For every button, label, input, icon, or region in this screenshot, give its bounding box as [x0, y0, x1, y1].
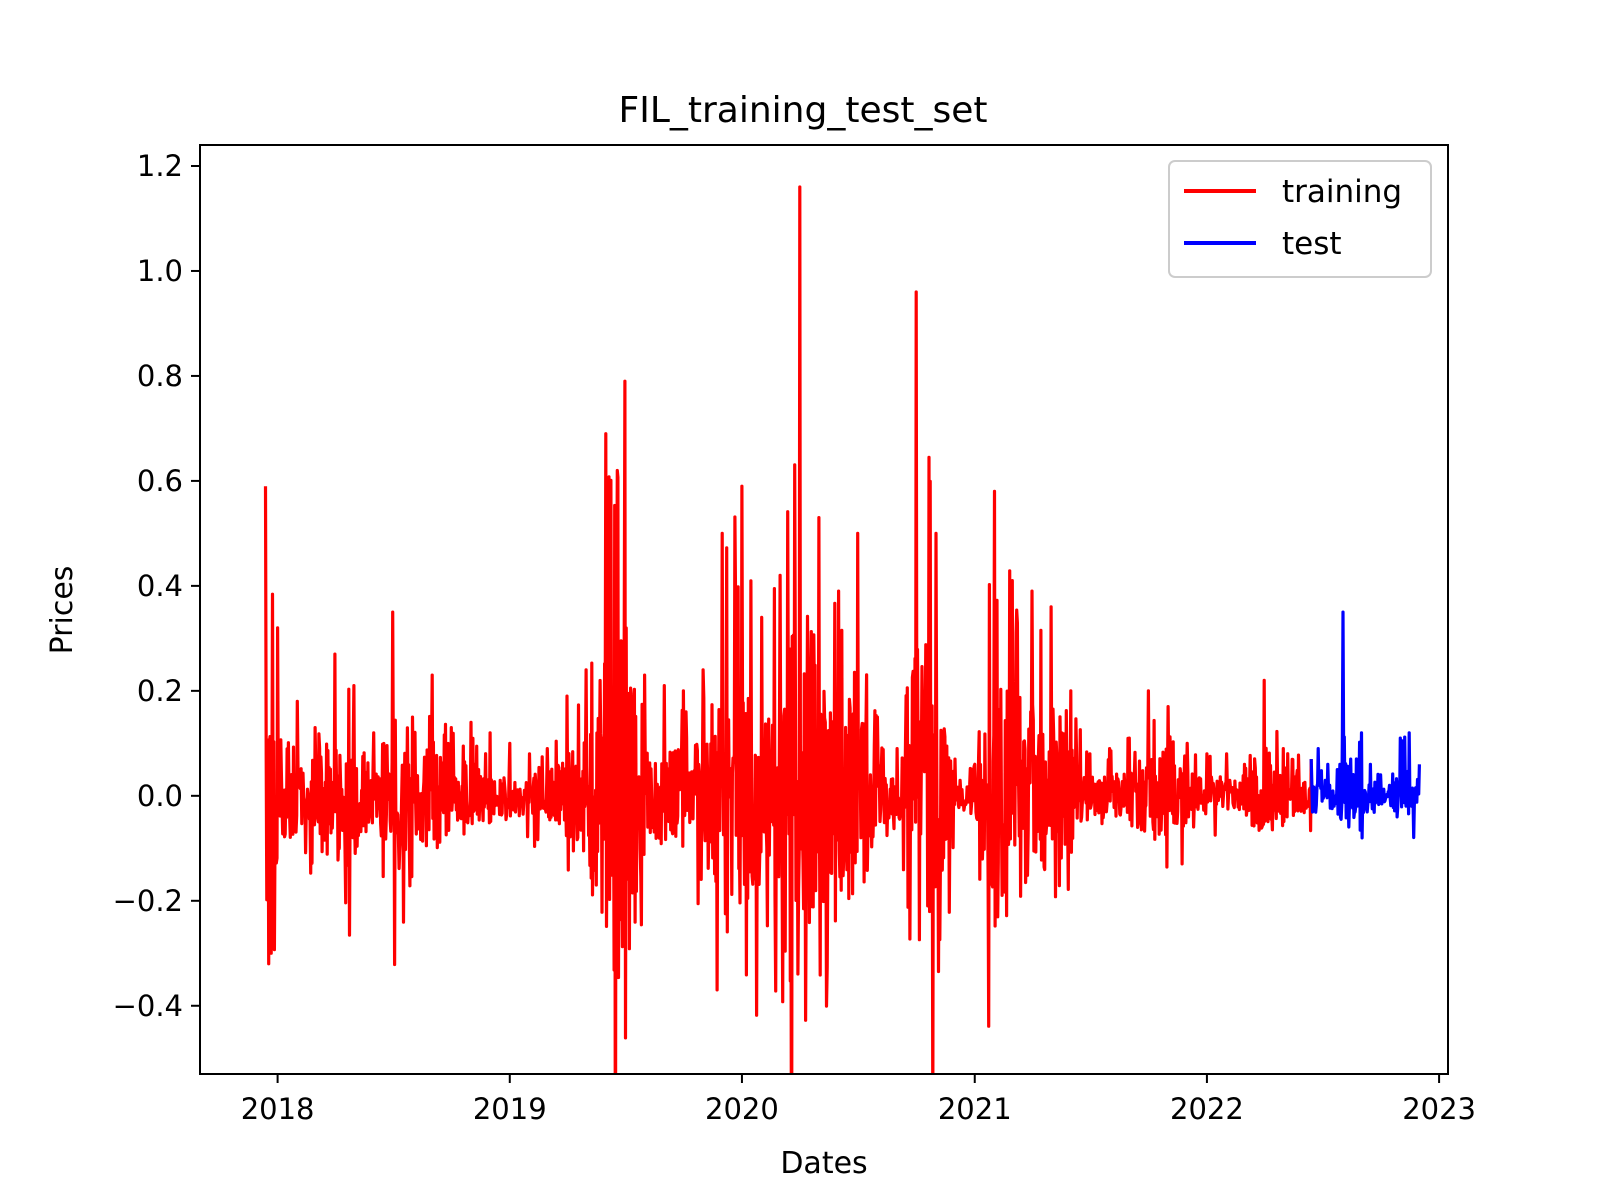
y-axis: −0.4 −0.2 0.0 0.2 0.4 0.6 0.8 1.0 1.2 [113, 149, 200, 1023]
x-tick-label: 2020 [705, 1092, 779, 1126]
legend-label-training: training [1282, 174, 1402, 210]
y-axis-label: Prices [45, 566, 80, 655]
x-axis-label: Dates [780, 1146, 867, 1181]
y-tick-label: 0.0 [137, 779, 183, 813]
y-tick-label: 0.4 [137, 569, 183, 603]
plot-frame [199, 144, 1449, 1075]
x-axis: 2018 2019 2020 2021 2022 2023 [241, 1074, 1476, 1126]
x-tick-label: 2018 [241, 1092, 315, 1126]
x-tick-label: 2022 [1170, 1092, 1244, 1126]
y-tick-label: −0.4 [113, 989, 183, 1023]
series-line-test [1309, 610, 1421, 840]
x-tick-label: 2019 [473, 1092, 547, 1126]
chart-title: FIL_training_test_set [619, 90, 988, 131]
y-tick-label: 1.2 [137, 149, 183, 183]
y-tick-label: −0.2 [113, 884, 183, 918]
y-tick-label: 0.2 [137, 674, 183, 708]
x-tick-label: 2021 [938, 1092, 1012, 1126]
y-tick-label: 0.6 [137, 464, 183, 498]
series-layer [263, 185, 1421, 1074]
y-tick-label: 0.8 [137, 359, 183, 393]
series-line-training [263, 185, 1313, 1074]
legend: training test [1168, 160, 1432, 278]
x-tick-label: 2023 [1402, 1092, 1476, 1126]
legend-label-test: test [1282, 226, 1342, 262]
plot-area [263, 185, 1421, 1074]
y-tick-label: 1.0 [137, 254, 183, 288]
